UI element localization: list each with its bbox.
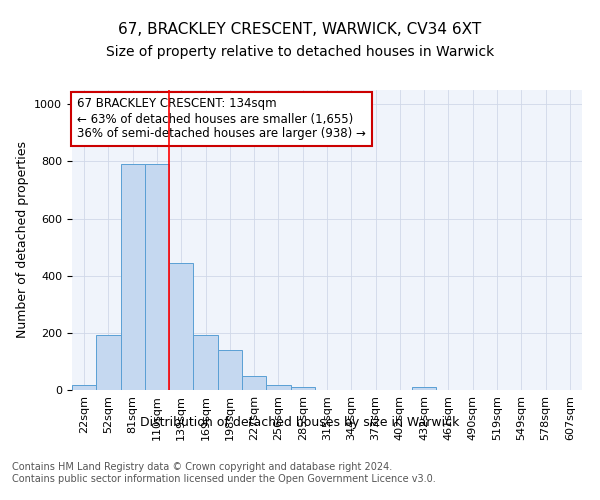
Bar (193, 335, 218, 390)
Bar (218, 350, 242, 390)
Text: 67 BRACKLEY CRESCENT: 134sqm
← 63% of detached houses are smaller (1,655)
36% of: 67 BRACKLEY CRESCENT: 134sqm ← 63% of de… (77, 98, 366, 140)
Text: Distribution of detached houses by size in Warwick: Distribution of detached houses by size … (140, 416, 460, 429)
Bar (290, 386, 315, 390)
Bar (242, 376, 266, 390)
Bar (412, 387, 436, 390)
Y-axis label: Number of detached properties: Number of detached properties (16, 142, 29, 338)
Text: Size of property relative to detached houses in Warwick: Size of property relative to detached ho… (106, 45, 494, 59)
Bar (72, 385, 96, 390)
Text: 67, BRACKLEY CRESCENT, WARWICK, CV34 6XT: 67, BRACKLEY CRESCENT, WARWICK, CV34 6XT (118, 22, 482, 38)
Text: Contains HM Land Registry data © Crown copyright and database right 2024.
Contai: Contains HM Land Registry data © Crown c… (12, 462, 436, 484)
Bar (121, 164, 145, 390)
Bar (96, 335, 121, 390)
Bar (145, 164, 169, 390)
Bar (169, 264, 193, 390)
Bar (266, 385, 290, 390)
